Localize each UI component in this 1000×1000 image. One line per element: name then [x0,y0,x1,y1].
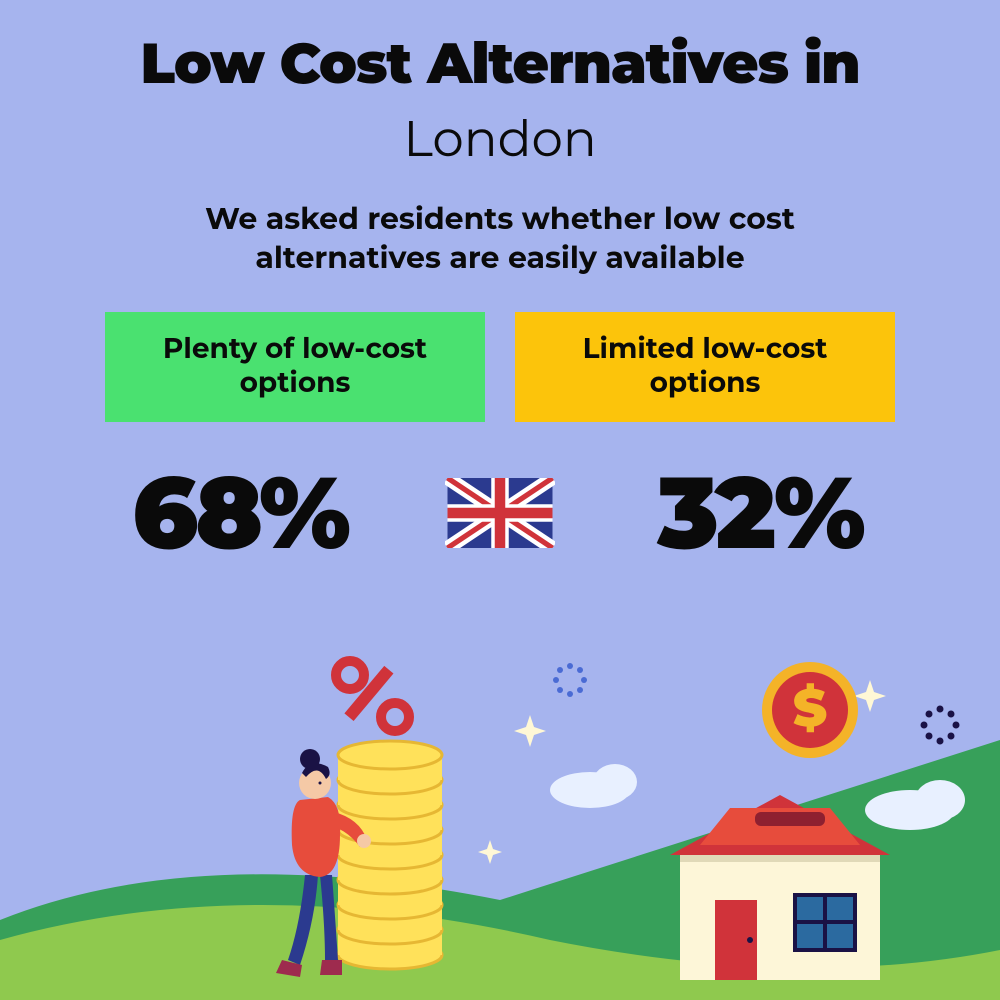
coin-stack-icon [338,741,442,969]
illustration: $ [0,640,1000,1000]
percent-right: 32% [595,452,925,574]
title-line-2: London [0,108,1000,169]
options-row: Plenty of low-cost options Limited low-c… [0,312,1000,422]
percent-left: 68% [75,452,405,574]
svg-text:$: $ [793,677,827,740]
loader-icon [553,663,587,697]
cloud-icon [550,764,637,808]
uk-flag-icon [445,478,555,548]
percent-row: 68% 32% [0,452,1000,574]
percent-icon [336,661,409,731]
dollar-coin-icon: $ [762,662,858,758]
option-limited: Limited low-cost options [515,312,895,422]
title-line-1: Low Cost Alternatives in [0,0,1000,98]
option-plenty: Plenty of low-cost options [105,312,485,422]
subtitle: We asked residents whether low cost alte… [110,199,890,277]
loader-icon [921,706,960,745]
